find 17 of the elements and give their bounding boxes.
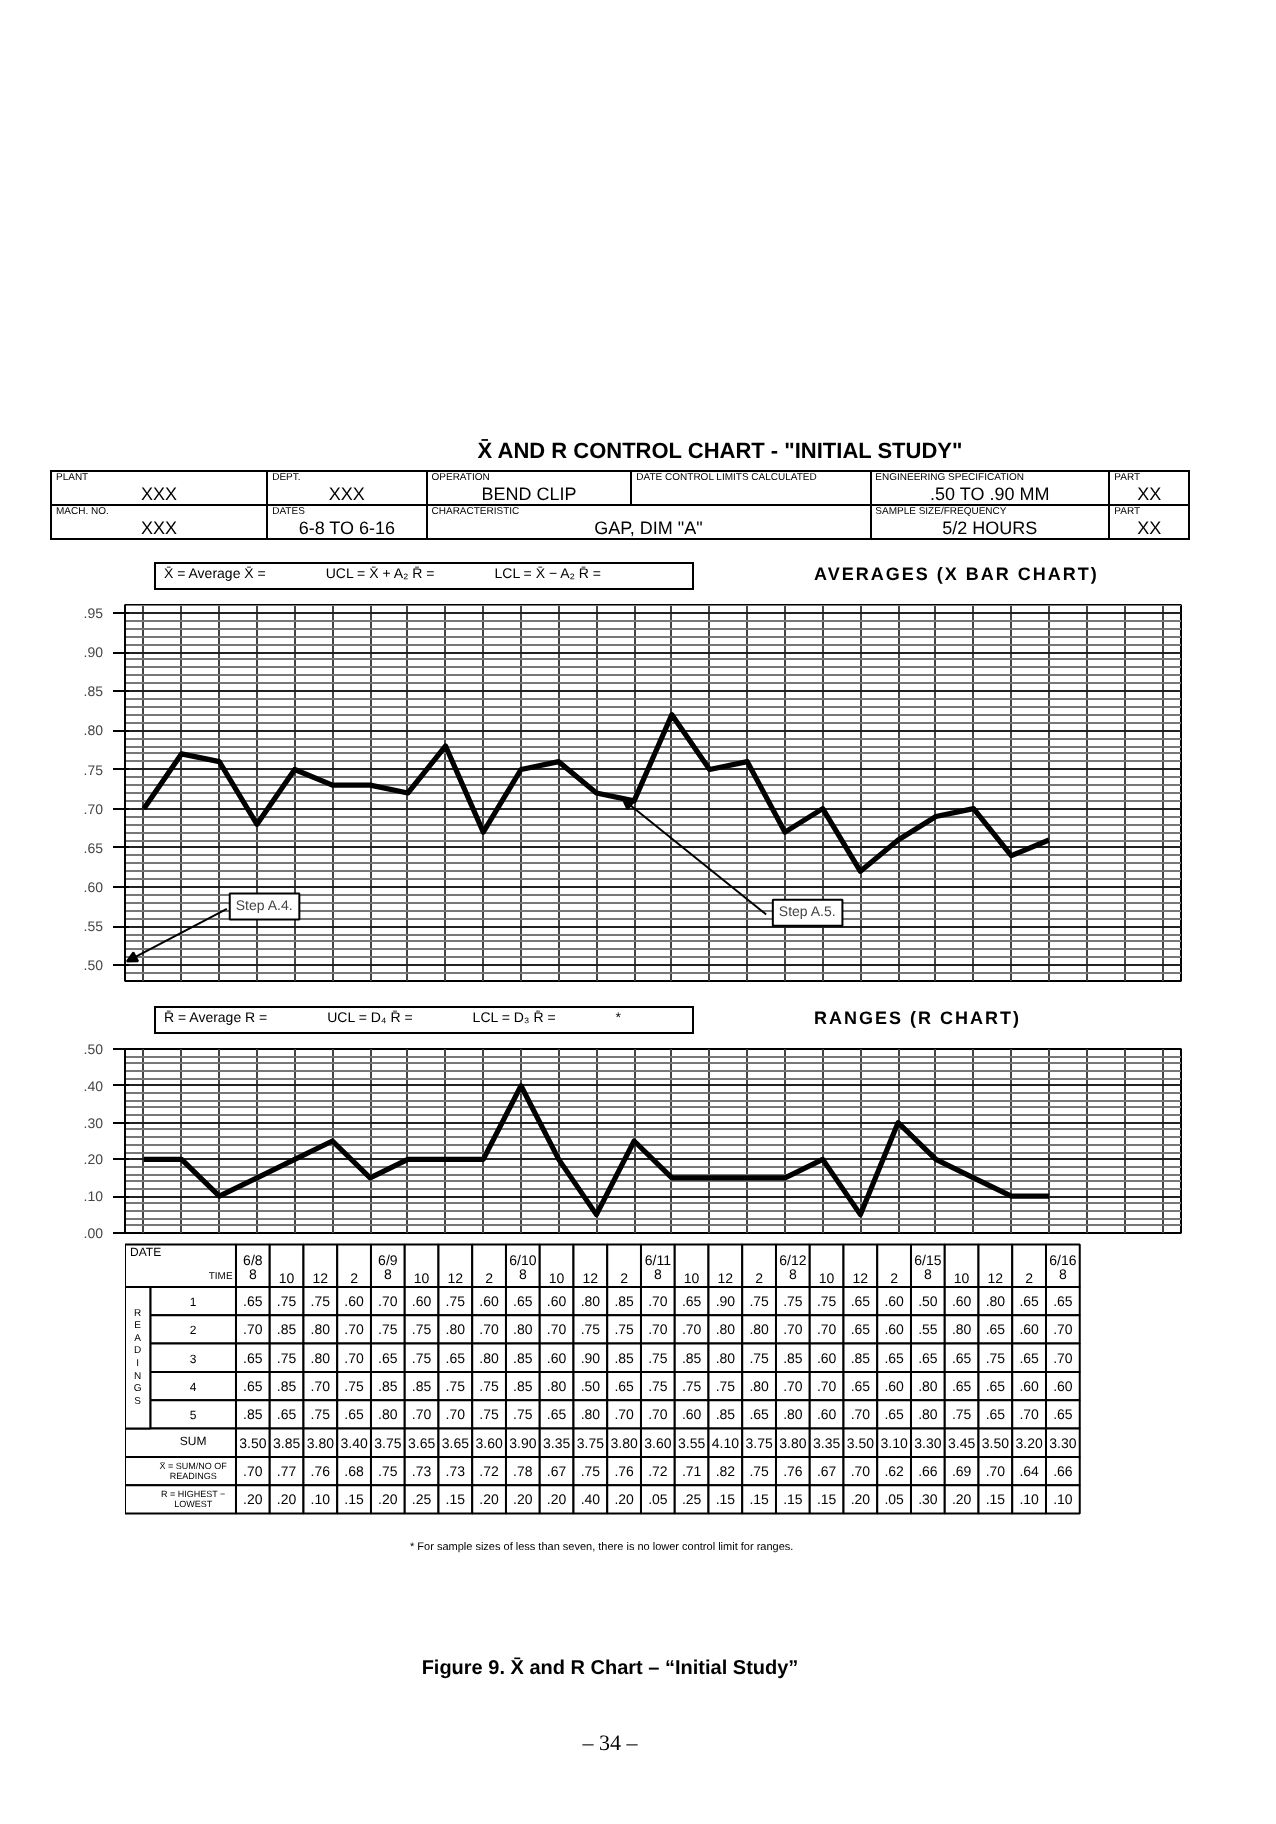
text: XXX (139, 517, 180, 538)
caption: Figure 9. X̄ and R Chart – “Initial Study” (419, 1656, 801, 1684)
text: .50 TO .90 MM (928, 483, 1052, 504)
text: XXX (326, 483, 367, 504)
chart-subtitle: AVERAGES (X BAR CHART) (814, 562, 1099, 588)
text: XX (1135, 517, 1164, 538)
text: 6-8 TO 6-16 (296, 517, 398, 538)
chart-subtitle: RANGES (R CHART) (814, 1006, 1021, 1032)
text: XXX (139, 483, 180, 504)
line-series (141, 1083, 1052, 1218)
line-series (141, 712, 1052, 874)
text: BEND CLIP (479, 483, 579, 504)
text: – 34 – (580, 1730, 640, 1760)
text: XX (1135, 483, 1164, 504)
text: 5/2 HOURS (940, 517, 1040, 538)
chart-title: X̄ AND R CONTROL CHART - "INITIAL STUDY" (475, 438, 965, 468)
text: GAP, DIM "A" (592, 517, 705, 538)
